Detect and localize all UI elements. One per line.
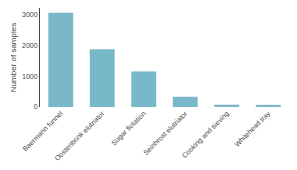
svg-text:Whitehead tray: Whitehead tray (233, 109, 272, 148)
svg-text:3000: 3000 (22, 11, 38, 18)
svg-text:Sugar flotation: Sugar flotation (110, 110, 148, 148)
svg-text:1000: 1000 (22, 73, 38, 80)
svg-text:2000: 2000 (22, 42, 38, 49)
svg-text:Number of samples: Number of samples (9, 23, 18, 92)
svg-text:Oostenbrink elutriator: Oostenbrink elutriator (53, 109, 106, 162)
svg-text:Cooking and sieving: Cooking and sieving (180, 110, 230, 160)
svg-text:Seinhrost elutriator: Seinhrost elutriator (142, 109, 189, 156)
svg-text:Baermann funnel: Baermann funnel (21, 109, 64, 152)
svg-text:0: 0 (34, 103, 38, 110)
